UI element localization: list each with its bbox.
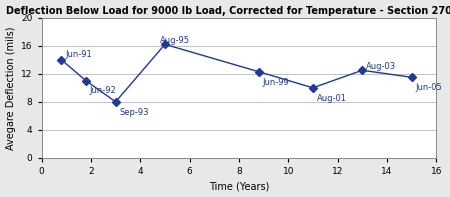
Text: Aug-95: Aug-95 [160, 36, 190, 45]
Text: Sep-93: Sep-93 [119, 108, 149, 117]
Text: Aug-03: Aug-03 [366, 62, 396, 71]
Y-axis label: Avegare Deflection (mils): Avegare Deflection (mils) [5, 26, 16, 150]
Text: Jun-91: Jun-91 [65, 50, 92, 59]
Text: Jun-92: Jun-92 [90, 86, 117, 95]
Text: Jun-99: Jun-99 [262, 78, 289, 87]
Title: Deflection Below Load for 9000 lb Load, Corrected for Temperature - Section 2705: Deflection Below Load for 9000 lb Load, … [6, 6, 450, 16]
X-axis label: Time (Years): Time (Years) [209, 181, 269, 191]
Text: Aug-01: Aug-01 [317, 94, 346, 103]
Text: Jun-05: Jun-05 [415, 83, 442, 92]
